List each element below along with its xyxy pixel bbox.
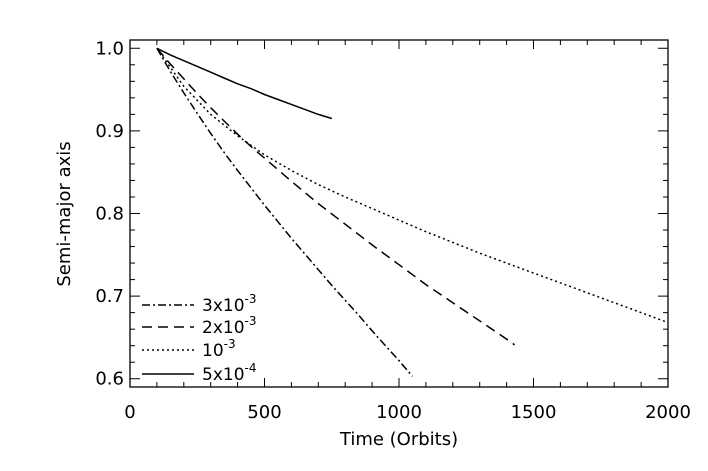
legend-label: 10-3 (202, 337, 236, 361)
x-axis-label: Time (Orbits) (339, 429, 458, 450)
axis-ticks (129, 40, 669, 387)
series-line (156, 47, 333, 120)
y-tick-label: 0.8 (95, 204, 124, 225)
x-tick-label: 500 (247, 402, 281, 423)
series-line (156, 47, 668, 324)
x-tick-label: 1000 (376, 402, 422, 423)
y-axis-label: Semi-major axis (54, 141, 75, 286)
y-tick-label: 1.0 (95, 38, 124, 59)
legend-label: 5x10-4 (202, 361, 256, 385)
series-lines (156, 47, 668, 377)
legend-label: 2x10-3 (202, 314, 256, 338)
y-tick-label: 0.9 (95, 121, 124, 142)
y-tick-label: 0.6 (95, 369, 124, 390)
tick-labels: 0 500 1000 1500 2000 0.6 0.7 0.8 0.9 1.0 (95, 38, 691, 423)
legend-label: 3x10-3 (202, 292, 256, 316)
series-line (156, 47, 516, 346)
series-line (156, 47, 413, 377)
x-tick-label: 0 (124, 402, 135, 423)
x-tick-label: 1500 (511, 402, 557, 423)
y-tick-label: 0.7 (95, 286, 124, 307)
x-tick-label: 2000 (645, 402, 691, 423)
